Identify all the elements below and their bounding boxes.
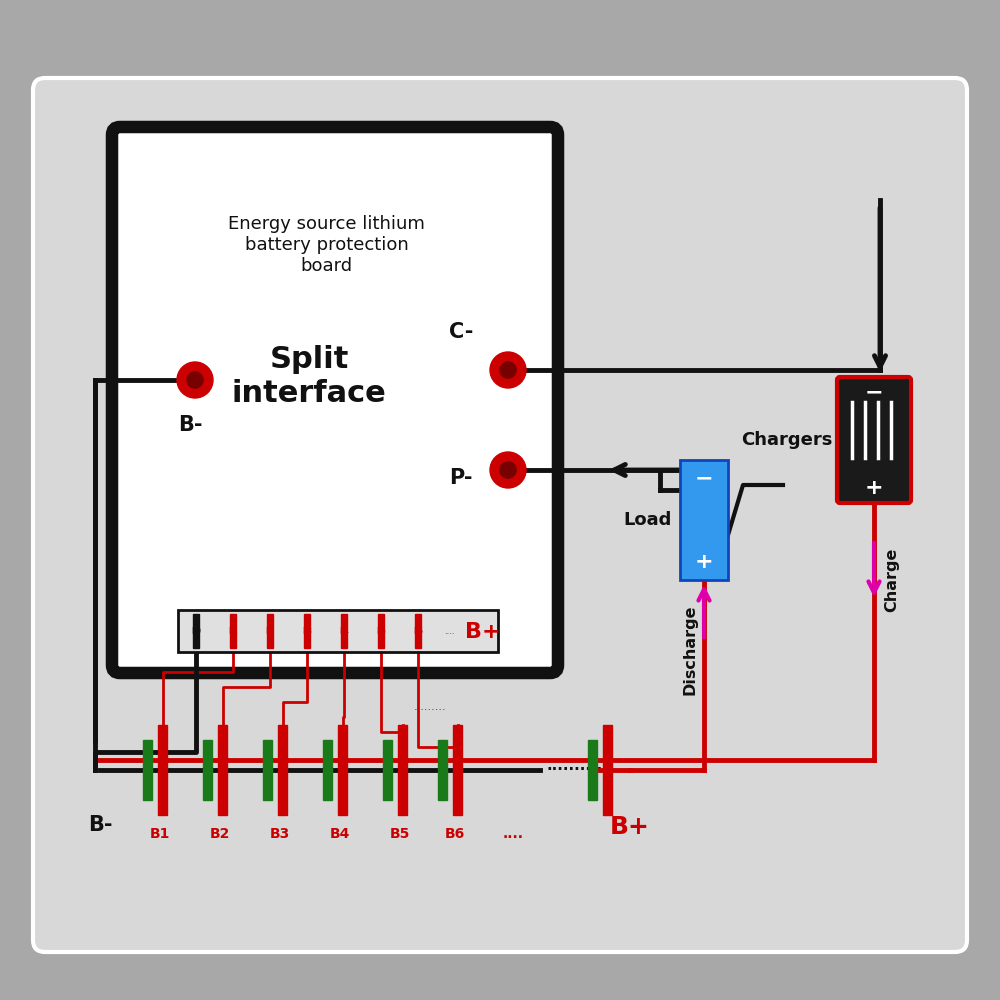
Bar — [378, 614, 384, 648]
Circle shape — [187, 372, 203, 388]
Text: ..........: .......... — [547, 758, 603, 772]
Text: C-: C- — [449, 322, 473, 342]
FancyBboxPatch shape — [837, 377, 911, 503]
Bar — [438, 740, 447, 800]
Text: ....: .... — [444, 628, 454, 637]
Bar — [193, 614, 199, 648]
Text: B4: B4 — [330, 827, 350, 841]
Bar — [218, 725, 227, 815]
Text: B3: B3 — [270, 827, 290, 841]
Text: .........: ......... — [414, 702, 446, 712]
Bar — [230, 614, 236, 648]
Text: +: + — [865, 478, 883, 498]
Bar — [203, 740, 212, 800]
Text: B0: B0 — [191, 628, 201, 637]
Text: B+: B+ — [465, 622, 501, 642]
Text: −: − — [695, 468, 713, 488]
Text: B4: B4 — [339, 628, 349, 637]
Text: Discharge: Discharge — [682, 605, 698, 695]
Bar — [341, 614, 347, 648]
Bar — [588, 740, 597, 800]
Bar — [267, 614, 273, 648]
Text: Energy source lithium
battery protection
board: Energy source lithium battery protection… — [228, 215, 425, 275]
Text: B6: B6 — [445, 827, 465, 841]
Bar — [143, 740, 152, 800]
Bar — [680, 460, 728, 580]
Text: B5: B5 — [390, 827, 410, 841]
Bar — [263, 740, 272, 800]
Text: B2: B2 — [210, 827, 230, 841]
Bar — [158, 725, 167, 815]
Text: ....: .... — [503, 827, 524, 841]
Bar — [383, 740, 392, 800]
Text: −: − — [865, 382, 883, 402]
Text: B1: B1 — [228, 628, 238, 637]
Text: B5: B5 — [376, 628, 386, 637]
Bar — [603, 725, 612, 815]
Bar — [415, 614, 421, 648]
Bar — [453, 725, 462, 815]
Text: Charge: Charge — [885, 548, 900, 612]
Text: +: + — [695, 552, 713, 572]
Circle shape — [177, 362, 213, 398]
Text: B-: B- — [178, 415, 202, 435]
Text: B6: B6 — [413, 628, 423, 637]
Text: P-: P- — [450, 468, 473, 488]
Text: B1: B1 — [150, 827, 170, 841]
Bar — [278, 725, 287, 815]
Circle shape — [490, 352, 526, 388]
FancyBboxPatch shape — [33, 78, 967, 952]
Bar — [178, 610, 498, 652]
Bar — [398, 725, 407, 815]
Text: B+: B+ — [610, 815, 650, 839]
Text: Split
interface: Split interface — [232, 345, 387, 408]
Circle shape — [500, 462, 516, 478]
Text: Load: Load — [624, 511, 672, 529]
Text: Chargers: Chargers — [741, 431, 832, 449]
Circle shape — [500, 362, 516, 378]
FancyBboxPatch shape — [112, 127, 558, 673]
Text: B-: B- — [88, 815, 112, 835]
Circle shape — [490, 452, 526, 488]
Text: B2: B2 — [265, 628, 275, 637]
Bar — [304, 614, 310, 648]
Bar — [323, 740, 332, 800]
Bar — [338, 725, 347, 815]
Text: B3: B3 — [302, 628, 312, 637]
